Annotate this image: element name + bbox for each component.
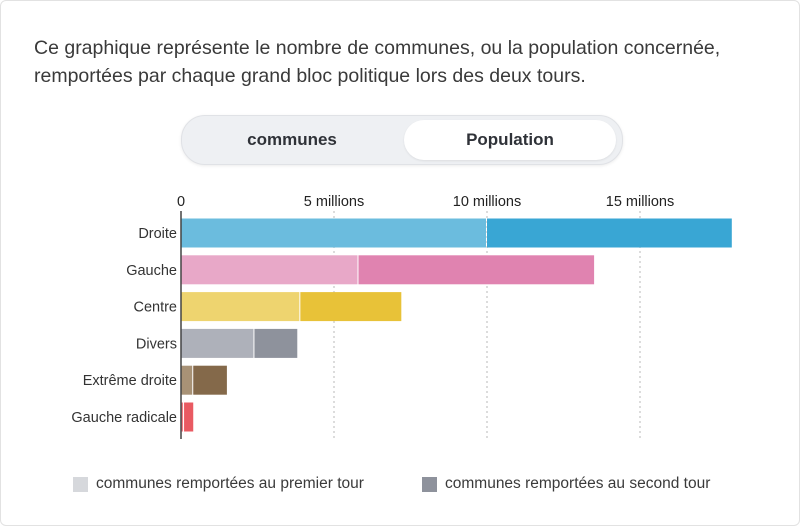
legend-second-round: communes remportées au second tour	[422, 475, 710, 493]
bar-second-round	[254, 328, 298, 358]
intro-text: Ce graphique représente le nombre de com…	[34, 37, 721, 87]
legend-label-second: communes remportées au second tour	[445, 475, 711, 492]
legend-first-round: communes remportées au premier tour	[73, 475, 364, 493]
legend-label-first: communes remportées au premier tour	[96, 475, 364, 492]
bar-first-round	[181, 365, 193, 395]
x-tick-label: 15 millions	[606, 194, 675, 210]
metric-toggle[interactable]: communes Population	[181, 115, 623, 165]
bar-first-round	[181, 292, 300, 322]
x-tick-label: 0	[177, 194, 185, 210]
category-label: Centre	[133, 300, 177, 316]
legend-swatch-second	[422, 476, 437, 492]
bar-second-round	[300, 292, 402, 322]
category-label: Droite	[138, 226, 177, 242]
toggle-communes[interactable]: communes	[247, 130, 337, 149]
bar-second-round	[487, 218, 732, 248]
x-tick-label: 5 millions	[304, 194, 364, 210]
bar-first-round	[181, 402, 184, 432]
category-label: Divers	[136, 336, 177, 352]
category-label: Gauche	[126, 263, 177, 279]
category-label: Extrême droite	[83, 373, 177, 389]
category-label: Gauche radicale	[71, 410, 177, 426]
bar-second-round	[184, 402, 194, 432]
bar-second-round	[193, 365, 227, 395]
legend-swatch-first	[73, 476, 88, 492]
bar-first-round	[181, 255, 358, 285]
bar-chart: 0 5 millions 10 millions 15 millions Droite G…	[71, 194, 732, 439]
bar-second-round	[358, 255, 595, 285]
x-tick-label: 10 millions	[453, 194, 522, 210]
bar-first-round	[181, 218, 486, 248]
bar-first-round	[181, 328, 254, 358]
toggle-population[interactable]: Population	[404, 120, 616, 160]
